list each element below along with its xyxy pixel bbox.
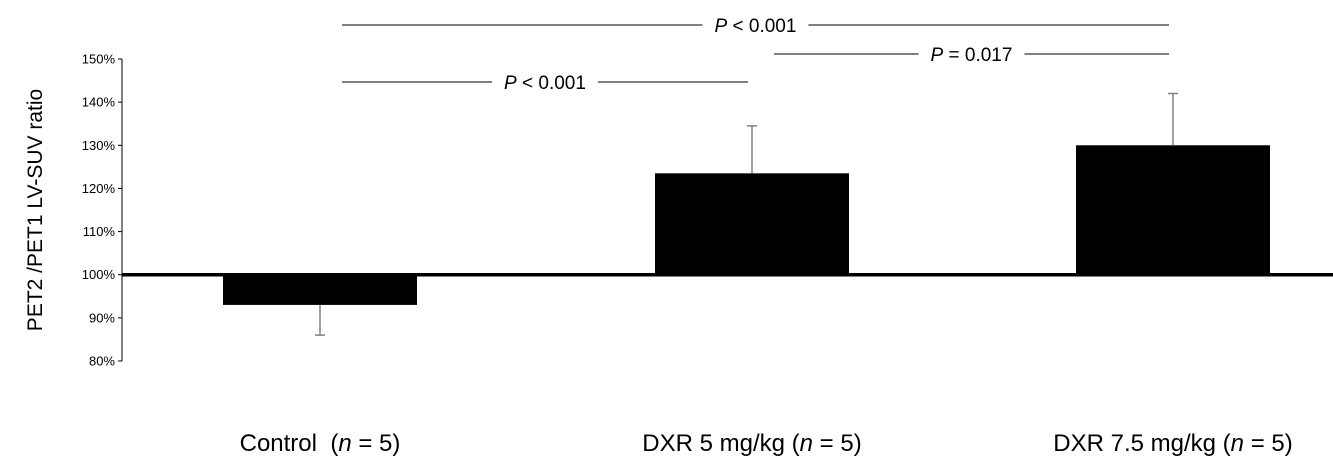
y-tick-label: 100% bbox=[82, 267, 116, 282]
bar bbox=[655, 173, 849, 275]
category-name: DXR 5 mg/kg bbox=[642, 430, 785, 457]
category-name: DXR 7.5 mg/kg bbox=[1053, 430, 1216, 457]
y-tick-label: 90% bbox=[89, 310, 115, 325]
p-symbol: P bbox=[931, 45, 944, 66]
p-value-label: P < 0.001 bbox=[504, 73, 586, 94]
category-n-prefix: ( bbox=[330, 430, 338, 457]
category-n-suffix: = 5) bbox=[1244, 430, 1293, 457]
category-n-var: n bbox=[800, 430, 813, 457]
category-n-suffix: = 5) bbox=[352, 430, 401, 457]
y-tick-label: 80% bbox=[89, 354, 115, 369]
bar bbox=[223, 274, 417, 305]
p-text: < 0.001 bbox=[727, 16, 796, 37]
category-n-prefix: ( bbox=[1223, 430, 1231, 457]
y-tick-label: 120% bbox=[82, 181, 116, 196]
p-text: = 0.017 bbox=[943, 45, 1012, 66]
category-label: DXR 5 mg/kg (n = 5) bbox=[642, 430, 861, 457]
category-n-var: n bbox=[1231, 430, 1244, 457]
y-tick-label: 150% bbox=[82, 52, 116, 67]
category-n-suffix: = 5) bbox=[813, 430, 862, 457]
p-value-label: P < 0.001 bbox=[715, 16, 797, 37]
y-tick-label: 130% bbox=[82, 138, 116, 153]
category-n-prefix: ( bbox=[792, 430, 800, 457]
y-tick-label: 140% bbox=[82, 95, 116, 110]
category-space bbox=[1216, 430, 1223, 457]
bar bbox=[1076, 145, 1270, 275]
p-symbol: P bbox=[715, 16, 728, 37]
category-space bbox=[317, 430, 330, 457]
y-tick-label: 110% bbox=[83, 224, 116, 239]
p-symbol: P bbox=[504, 73, 517, 94]
p-text: < 0.001 bbox=[517, 73, 586, 94]
category-name: Control bbox=[240, 430, 317, 457]
y-axis-label: PET2 /PET1 LV-SUV ratio bbox=[24, 89, 47, 331]
category-label: DXR 7.5 mg/kg (n = 5) bbox=[1053, 430, 1292, 457]
category-n-var: n bbox=[338, 430, 351, 457]
p-value-label: P = 0.017 bbox=[931, 45, 1013, 66]
category-space bbox=[785, 430, 792, 457]
category-label: Control (n = 5) bbox=[240, 430, 401, 457]
